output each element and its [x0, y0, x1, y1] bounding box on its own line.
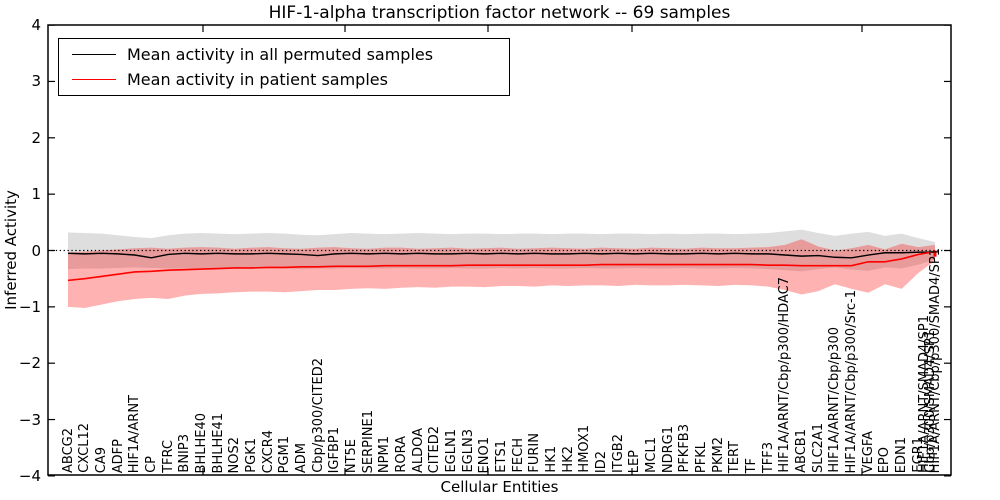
x-tick-label: ALDOA — [410, 427, 426, 473]
x-tick-label: NPM1 — [377, 435, 393, 473]
y-tick-label: 4 — [31, 16, 41, 35]
y-tick-label: 0 — [31, 241, 41, 260]
y-tick-label: −2 — [18, 354, 41, 373]
x-tick-label: EGLN1 — [443, 429, 459, 473]
x-tick-label: BNIP3 — [177, 434, 193, 473]
x-tick-label: HIF1A/ARNT/Cbp/p300/HDAC7 — [777, 277, 793, 473]
x-tick-label: CITED2 — [427, 425, 443, 473]
x-tick-label: PFKL — [694, 441, 710, 473]
x-tick-label: TF — [744, 457, 760, 473]
x-tick-label: LEP — [627, 449, 643, 473]
x-tick-label: HMOX1 — [577, 425, 593, 473]
x-tick-label: EDN1 — [894, 436, 910, 473]
patient-range-band — [68, 239, 935, 308]
x-tick-label: HIF1A/ARNT/Cbp/p300/Src-1 — [844, 289, 860, 473]
y-tick-label: 3 — [31, 72, 41, 91]
x-tick-label: NOS2 — [227, 436, 243, 473]
x-tick-label: ITGB2 — [610, 433, 626, 473]
x-tick-label: ADM — [293, 442, 309, 473]
y-tick-label: −1 — [18, 297, 41, 316]
legend-label-patient: Mean activity in patient samples — [127, 70, 388, 89]
x-tick-label: TERT — [727, 440, 743, 473]
x-tick-label: CXCR4 — [260, 429, 276, 473]
x-tick-label: SLC2A1 — [810, 422, 826, 473]
x-tick-label: ID2 — [594, 450, 610, 473]
x-tick-label: HK1 — [544, 446, 560, 473]
x-tick-label: FECH — [510, 438, 526, 473]
y-tick-label: 2 — [31, 128, 41, 147]
permuted-mean-line — [67, 251, 935, 259]
x-tick-label: RORA — [393, 436, 409, 473]
x-tick-label: PFKFB3 — [677, 424, 693, 473]
x-tick-label: ADFP — [110, 438, 126, 473]
x-tick-label: ETS1 — [494, 440, 509, 473]
legend-entry-patient: Mean activity in patient samples — [72, 70, 509, 89]
legend-line-swatch-patient — [72, 79, 116, 80]
x-tick-label: PGM1 — [277, 435, 293, 473]
x-tick-label: BHLHE41 — [210, 412, 226, 473]
x-tick-label: CA9 — [93, 446, 109, 473]
x-tick-label: SERPINE1 — [360, 409, 376, 473]
patient-mean-line — [67, 250, 936, 282]
chart-title: HIF-1-alpha transcription factor network… — [268, 3, 731, 23]
x-tick-label: TFF3 — [760, 441, 776, 473]
x-tick-label: EPO — [877, 446, 893, 473]
x-tick-label: VEGFA — [860, 430, 876, 473]
legend: Mean activity in all permuted samples Me… — [58, 38, 510, 96]
x-tick-label: CP — [143, 456, 159, 473]
x-tick-label: Cbp/p300/SMAD4/SP1 — [922, 330, 938, 473]
x-tick-label: PKM2 — [710, 437, 726, 473]
x-tick-label: HIF1A/ARNT/Cbp/p300 — [827, 327, 843, 473]
y-tick-label: 1 — [31, 185, 41, 204]
x-tick-label: ABCG2 — [60, 427, 76, 473]
x-tick-label: PGK1 — [243, 438, 259, 473]
x-tick-label: CXCL12 — [77, 423, 93, 473]
x-tick-label: EGLN3 — [460, 429, 476, 473]
x-axis-label: Cellular Entities — [440, 478, 559, 496]
y-tick-label: −3 — [18, 410, 41, 429]
x-tick-label: HIF1A/ARNT — [127, 394, 143, 473]
x-tick-label: TFRC — [160, 440, 176, 473]
x-tick-label: BHLHE40 — [193, 412, 209, 473]
x-tick-label: NDRG1 — [660, 425, 676, 473]
legend-label-permuted: Mean activity in all permuted samples — [127, 45, 434, 64]
x-tick-label: IGFBP1 — [327, 426, 343, 473]
x-tick-label: MCL1 — [644, 437, 660, 473]
x-tick-label: ABCB1 — [794, 429, 810, 473]
x-tick-label: ENO1 — [477, 436, 493, 473]
legend-entry-permuted: Mean activity in all permuted samples — [72, 45, 509, 64]
legend-line-swatch-permuted — [72, 54, 116, 55]
x-tick-label: Cbp/p300/CITED2 — [310, 358, 326, 473]
x-tick-label: HK2 — [560, 446, 576, 473]
x-tick-label: FURIN — [527, 433, 543, 473]
x-tick-label: NT5E — [343, 438, 359, 473]
y-tick-label: −4 — [18, 466, 41, 485]
